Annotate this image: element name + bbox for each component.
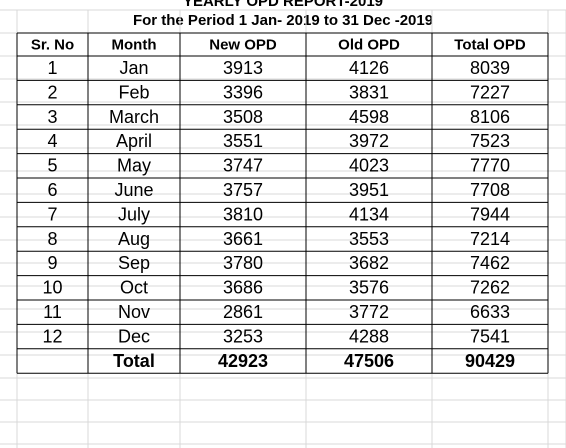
- table-cell: 8039: [470, 58, 510, 78]
- table-cell: 9: [47, 253, 57, 273]
- table-cell: 3396: [223, 82, 263, 102]
- table-cell: 3576: [349, 278, 389, 298]
- table-cell: 2861: [223, 302, 263, 322]
- table-cell: Aug: [118, 229, 150, 249]
- table-cell: 3553: [349, 229, 389, 249]
- column-header: Sr. No: [31, 36, 74, 53]
- table-cell: July: [118, 204, 150, 224]
- table-cell: 7541: [470, 326, 510, 346]
- table-cell: 3913: [223, 58, 263, 78]
- total-cell: 42923: [218, 351, 268, 371]
- total-label: Total: [113, 351, 155, 371]
- table-cell: 3951: [349, 180, 389, 200]
- table-cell: May: [117, 156, 151, 176]
- table-cell: 3253: [223, 326, 263, 346]
- table-cell: 3757: [223, 180, 263, 200]
- column-header: Total OPD: [454, 36, 526, 53]
- table-cell: Sep: [118, 253, 150, 273]
- table-cell: 7262: [470, 278, 510, 298]
- table-cell: 3972: [349, 131, 389, 151]
- table-cell: 7523: [470, 131, 510, 151]
- table-cell: 3772: [349, 302, 389, 322]
- table-cell: Dec: [118, 326, 150, 346]
- table-cell: 3810: [223, 204, 263, 224]
- table-cell: 7227: [470, 82, 510, 102]
- table-cell: 1: [47, 58, 57, 78]
- table-cell: Feb: [118, 82, 149, 102]
- table-cell: 6633: [470, 302, 510, 322]
- table-cell: April: [116, 131, 152, 151]
- table-cell: 4598: [349, 107, 389, 127]
- table-cell: Oct: [120, 278, 148, 298]
- table-cell: 5: [47, 156, 57, 176]
- table-cell: 2: [47, 82, 57, 102]
- column-header: Month: [112, 36, 157, 53]
- table-cell: 7214: [470, 229, 510, 249]
- report-subtitle: For the Period 1 Jan- 2019 to 31 Dec -20…: [133, 12, 433, 29]
- table-cell: 3661: [223, 229, 263, 249]
- table-cell: 3780: [223, 253, 263, 273]
- table-cell: 4288: [349, 326, 389, 346]
- table-cell: 8: [47, 229, 57, 249]
- table-cell: 7: [47, 204, 57, 224]
- table-cell: Jan: [119, 58, 148, 78]
- table-cell: 3508: [223, 107, 263, 127]
- table-cell: 3: [47, 107, 57, 127]
- table-cell: 3551: [223, 131, 263, 151]
- column-header: Old OPD: [338, 36, 400, 53]
- table-cell: June: [114, 180, 153, 200]
- table-cell: 4: [47, 131, 57, 151]
- table-cell: 10: [42, 278, 62, 298]
- table-cell: Nov: [118, 302, 150, 322]
- table-cell: 12: [42, 326, 62, 346]
- table-cell: 7770: [470, 156, 510, 176]
- table-cell: 4126: [349, 58, 389, 78]
- report-title: YEARLY OPD REPORT-2019: [183, 0, 383, 10]
- table-cell: 7944: [470, 204, 510, 224]
- total-cell: 90429: [465, 351, 515, 371]
- total-cell: 47506: [344, 351, 394, 371]
- table-cell: March: [109, 107, 159, 127]
- table-cell: 7708: [470, 180, 510, 200]
- table-cell: 3831: [349, 82, 389, 102]
- table-cell: 3682: [349, 253, 389, 273]
- table-cell: 6: [47, 180, 57, 200]
- table-cell: 3747: [223, 156, 263, 176]
- table-cell: 11: [43, 302, 62, 322]
- table-cell: 4134: [349, 204, 389, 224]
- table-cell: 8106: [470, 107, 510, 127]
- table-cell: 3686: [223, 278, 263, 298]
- table-cell: 4023: [349, 156, 389, 176]
- column-header: New OPD: [209, 36, 277, 53]
- table-cell: 7462: [470, 253, 510, 273]
